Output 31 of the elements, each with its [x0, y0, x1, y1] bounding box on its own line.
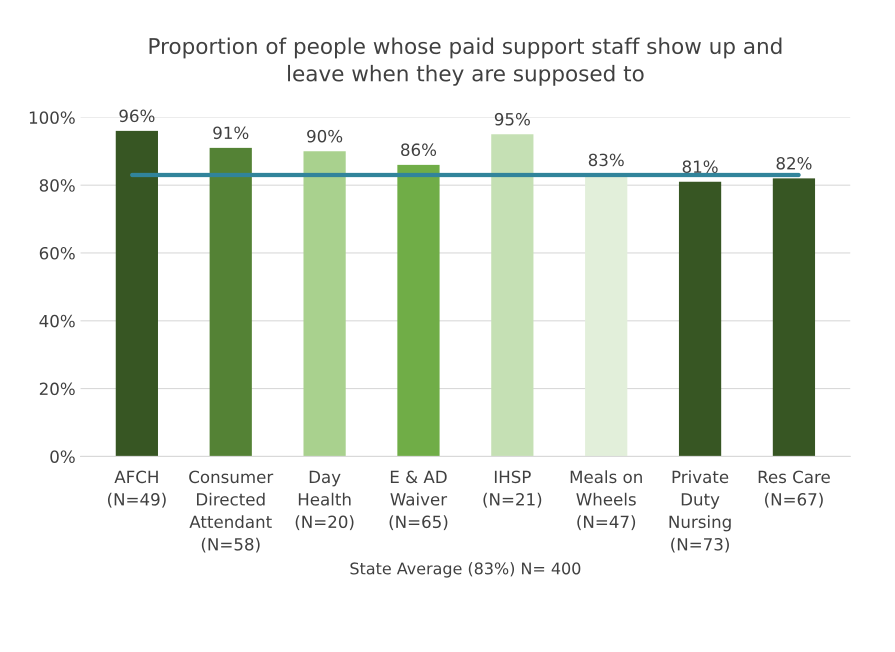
data-label: 90%: [307, 130, 342, 142]
data-label: 86%: [401, 143, 436, 156]
data-label: 95%: [494, 112, 530, 126]
bar: [397, 164, 440, 456]
y-tick-label: 80%: [40, 179, 75, 192]
bar: [116, 130, 158, 456]
bar: [678, 182, 722, 456]
data-label: 83%: [588, 154, 624, 166]
chart-title: Proportion of people whose paid support staff show up and leave when they are supposed to: [150, 38, 782, 86]
x-tick-label: Meals on Wheels (N=47): [570, 470, 642, 530]
x-tick-label: Day Health (N=20): [296, 470, 354, 530]
data-label: 82%: [776, 156, 812, 170]
y-tick-label: 0%: [50, 450, 75, 463]
data-label: 81%: [682, 160, 718, 173]
x-tick-label: IHSP (N=21): [483, 470, 542, 508]
bar: [491, 134, 534, 456]
x-axis-title: State Average (83%) N= 400: [350, 562, 580, 578]
bar: [303, 151, 346, 456]
x-tick-label: AFCH (N=49): [108, 470, 166, 508]
x-tick-label: E & AD Waiver (N=65): [390, 470, 448, 530]
y-tick-label: 40%: [39, 314, 75, 328]
y-tick-label: 60%: [40, 246, 75, 260]
y-tick-label: 20%: [40, 382, 75, 396]
data-label: 91%: [213, 126, 248, 140]
x-tick-label: Private Duty Nursing (N=73): [670, 470, 731, 553]
x-tick-label: Res Care (N=67): [758, 470, 830, 508]
bar: [772, 178, 816, 456]
y-tick-label: 100%: [30, 111, 75, 124]
bar: [210, 148, 252, 456]
x-tick-label: Consumer Directed Attendant (N=58): [189, 470, 274, 553]
data-label: 96%: [119, 110, 154, 122]
